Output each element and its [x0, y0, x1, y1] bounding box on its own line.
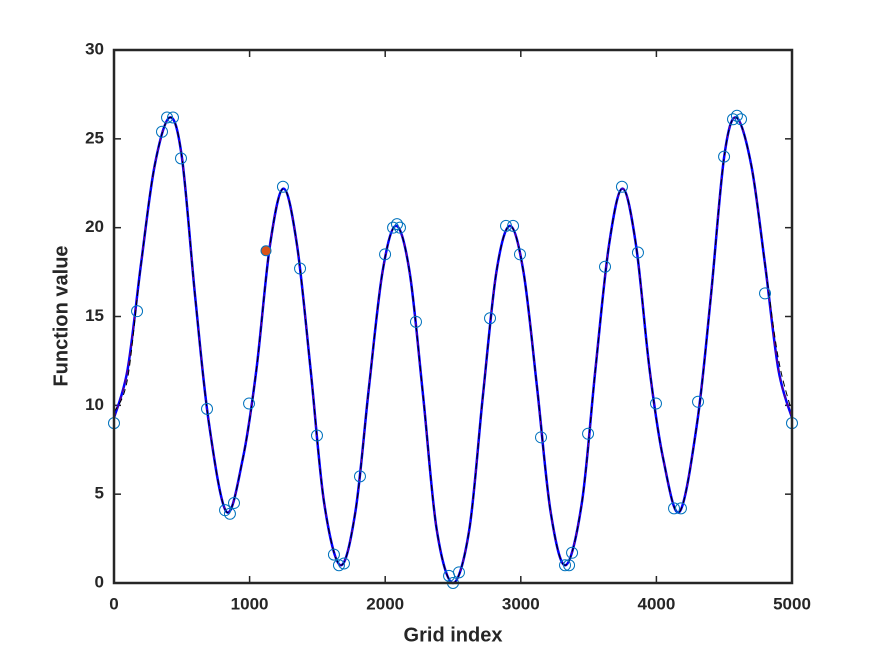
data-point — [730, 109, 743, 122]
data-point — [387, 221, 400, 234]
data-point — [228, 497, 241, 510]
data-point — [535, 431, 548, 444]
data-point — [631, 246, 644, 259]
highlight-point — [260, 245, 272, 257]
x-tick-label: 2000 — [366, 594, 404, 613]
data-point — [337, 557, 350, 570]
y-tick-label: 30 — [85, 39, 104, 58]
y-tick-label: 20 — [85, 217, 104, 236]
data-point — [327, 548, 340, 561]
data-point — [599, 260, 612, 273]
data-point — [174, 152, 187, 165]
data-point — [582, 427, 595, 440]
data-point — [452, 566, 465, 579]
data-point — [409, 315, 422, 328]
data-point — [500, 219, 513, 232]
data-point — [332, 559, 345, 572]
data-point — [615, 180, 628, 193]
data-point — [353, 470, 366, 483]
data-point — [668, 502, 681, 515]
data-point — [566, 546, 579, 559]
data-point — [310, 429, 323, 442]
data-point — [243, 397, 256, 410]
y-tick-label: 0 — [95, 572, 104, 591]
data-point — [563, 559, 576, 572]
y-tick-label: 15 — [85, 306, 104, 325]
plot-frame — [112, 48, 794, 585]
y-tick-label: 5 — [95, 484, 104, 503]
data-point — [131, 305, 144, 318]
data-point — [276, 180, 289, 193]
data-point — [649, 397, 662, 410]
data-point — [718, 150, 731, 163]
data-point — [379, 248, 392, 261]
data-point — [507, 219, 520, 232]
x-tick-label: 1000 — [231, 594, 269, 613]
y-tick-label: 10 — [85, 395, 104, 414]
x-tick-label: 4000 — [637, 594, 675, 613]
data-point — [156, 125, 169, 138]
data-point — [513, 248, 526, 261]
x-axis-title: Grid index — [404, 624, 503, 646]
data-point — [674, 502, 687, 515]
data-point — [393, 221, 406, 234]
data-point — [484, 312, 497, 325]
data-point — [759, 287, 772, 300]
data-point — [166, 111, 179, 124]
data-point — [559, 559, 572, 572]
y-axis-title: Function value — [50, 245, 72, 386]
x-tick-label: 0 — [109, 594, 118, 613]
x-tick-label: 3000 — [502, 594, 540, 613]
data-point — [390, 218, 403, 231]
data-point — [735, 113, 748, 126]
data-point — [223, 507, 236, 520]
data-point — [727, 113, 740, 126]
x-tick-label: 5000 — [773, 594, 811, 613]
data-point — [161, 111, 174, 124]
data-point — [692, 395, 705, 408]
y-tick-label: 25 — [85, 128, 104, 147]
data-point — [201, 402, 214, 415]
data-point — [294, 262, 307, 275]
